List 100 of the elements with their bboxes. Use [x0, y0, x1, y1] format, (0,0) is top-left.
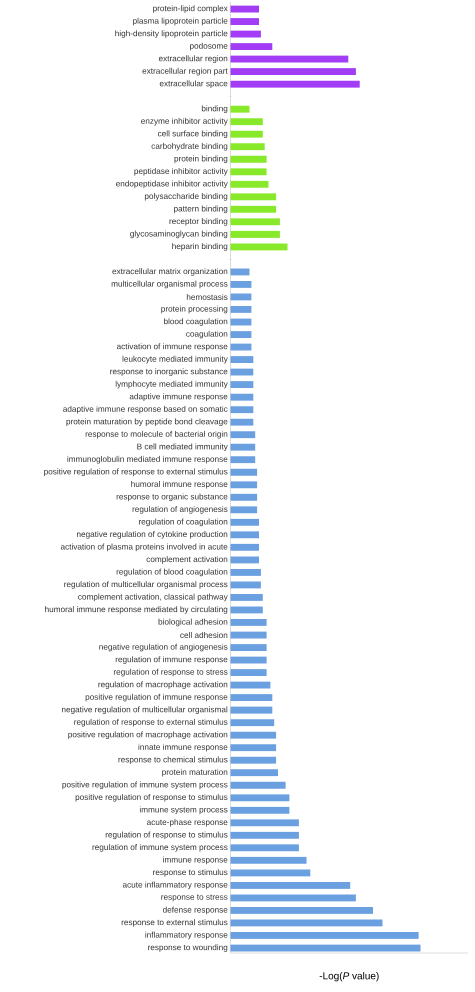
- y-tick-label: protein processing: [161, 306, 228, 314]
- y-tick-label: pattern binding: [174, 206, 228, 214]
- bar: [230, 594, 263, 601]
- y-tick-label: negative regulation of multicellular organismal: [62, 706, 228, 714]
- bar: [230, 118, 263, 126]
- bar: [230, 819, 299, 826]
- y-tick-label: complement activation: [146, 556, 228, 564]
- y-tick-label: response to stimulus: [153, 869, 228, 877]
- bar: [230, 719, 274, 726]
- bar: [230, 682, 270, 689]
- bar: [230, 869, 310, 876]
- y-tick-label: enzyme inhibitor activity: [141, 118, 228, 126]
- y-tick-label: response to wounding: [148, 944, 228, 952]
- y-tick-label: hemostasis: [186, 294, 228, 300]
- bar: [230, 218, 280, 226]
- y-tick-label: innate immune response: [138, 744, 228, 752]
- bar: [230, 494, 258, 501]
- y-tick-label: protein maturation by peptide bond cleavage: [66, 418, 228, 426]
- bar: [230, 130, 263, 138]
- y-tick-label: glycosaminoglycan binding: [130, 230, 228, 238]
- bar: [230, 456, 256, 464]
- bar: [230, 230, 280, 238]
- y-tick-label: regulation of blood coagulation: [116, 568, 228, 576]
- y-tick-label: humoral immune response mediated by circulating: [45, 606, 228, 614]
- y-tick-label: lymphocyte mediated immunity: [116, 380, 228, 388]
- y-tick-label: endopeptidase inhibitor activity: [116, 180, 228, 188]
- y-tick-label: response to stress: [161, 894, 228, 902]
- y-tick-label: binding: [202, 105, 228, 113]
- y-tick-label: extracellular region: [158, 55, 228, 63]
- y-tick-label: protein binding: [174, 155, 228, 164]
- y-tick-label: activation of immune response: [116, 343, 228, 351]
- bar: [230, 80, 360, 88]
- bar: [230, 832, 299, 839]
- bar: [230, 444, 256, 451]
- y-tick-label: immune system process: [140, 806, 228, 814]
- y-tick-label: defense response: [162, 906, 228, 914]
- y-tick-label: positive regulation of immune system process: [62, 781, 228, 790]
- y-tick-label: positive regulation of immune response: [86, 694, 228, 702]
- y-tick-label: response to organic substance: [116, 493, 228, 502]
- bar: [230, 180, 268, 188]
- y-tick-label: receptor binding: [170, 218, 228, 226]
- y-tick-label: positive regulation of response to external stimulus: [44, 468, 228, 476]
- y-tick-label: positive regulation of response to stimulus: [76, 794, 228, 802]
- bar: [230, 518, 259, 526]
- bar: [230, 706, 272, 714]
- bar: [230, 156, 267, 163]
- y-tick-label: extracellular space: [160, 80, 228, 88]
- y-tick-label: cell surface binding: [158, 130, 228, 138]
- y-tick-label: response to external stimulus: [122, 919, 228, 927]
- bar: [230, 944, 421, 952]
- bar: [230, 368, 254, 376]
- y-tick-label: adaptive immune response: [130, 393, 228, 401]
- bar: [230, 318, 252, 326]
- bar: [230, 394, 254, 401]
- y-tick-label: regulation of macrophage activation: [98, 681, 228, 689]
- y-tick-label: protein-lipid complex: [153, 5, 228, 13]
- y-tick-label: positive regulation of macrophage activation: [68, 731, 228, 739]
- y-tick-label: regulation of multicellular organismal process: [64, 581, 228, 589]
- bar: [230, 694, 272, 702]
- y-tick-label: regulation of coagulation: [138, 518, 228, 526]
- y-tick-label: blood coagulation: [164, 318, 228, 326]
- y-tick-label: activation of plasma proteins involved in acute: [60, 544, 228, 552]
- bar: [230, 193, 276, 200]
- bar: [230, 669, 267, 676]
- bar: [230, 506, 258, 514]
- y-tick-label: inflammatory response: [145, 932, 228, 940]
- y-tick-label: humoral immune response: [131, 480, 228, 489]
- bar: [230, 294, 252, 300]
- bar: [230, 406, 254, 414]
- bar: [230, 619, 267, 626]
- bar: [230, 932, 419, 939]
- bar: [230, 644, 267, 651]
- y-tick-label: immunoglobulin mediated immune response: [67, 456, 228, 464]
- bar: [230, 581, 261, 588]
- bar: [230, 43, 272, 50]
- y-tick-label: B cell mediated immunity: [137, 443, 228, 452]
- bar: [230, 356, 254, 364]
- y-tick-label: plasma lipoprotein particle: [133, 18, 228, 26]
- y-tick-label: response to chemical stimulus: [118, 756, 228, 764]
- bar: [230, 544, 259, 551]
- bar: [230, 18, 259, 25]
- bar: [230, 331, 252, 338]
- y-tick-label: high-density lipoprotein particle: [115, 30, 228, 38]
- bar: [230, 281, 252, 288]
- bar: [230, 56, 348, 63]
- bar: [230, 268, 250, 276]
- y-tick-label: multicellular organismal process: [112, 280, 228, 288]
- y-tick-label: polysaccharide binding: [144, 192, 228, 201]
- bar: [230, 418, 254, 426]
- y-tick-label: regulation of response to stress: [114, 668, 228, 676]
- bar: [230, 481, 258, 488]
- bar: [230, 606, 263, 614]
- bar: [230, 769, 278, 776]
- y-tick-label: response to inorganic substance: [110, 368, 228, 376]
- bar: [230, 306, 252, 313]
- y-tick-label: podosome: [190, 42, 228, 50]
- bar: [230, 381, 254, 388]
- bar: [230, 894, 356, 902]
- bar: [230, 882, 350, 889]
- bar: [230, 30, 261, 38]
